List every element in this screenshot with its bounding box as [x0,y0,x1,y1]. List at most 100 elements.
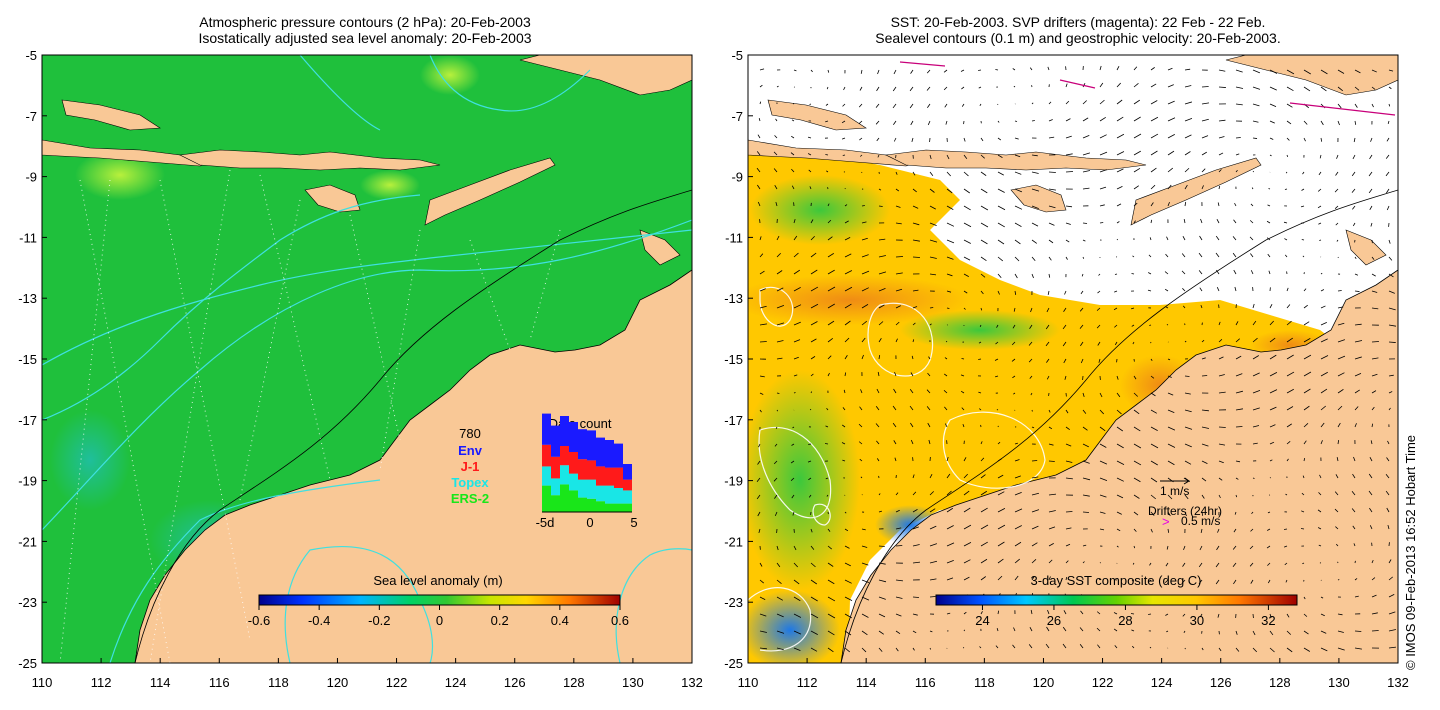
velocity-arrow [1200,218,1203,224]
velocity-arrow [776,409,779,412]
left-lat-label: -25 [18,656,37,671]
velocity-arrow [963,256,971,261]
velocity-arrow [927,422,931,428]
velocity-arrow [825,120,829,123]
velocity-arrow [844,596,853,602]
velocity-arrow [1165,613,1169,616]
velocity-arrow [929,560,938,564]
velocity-arrow [926,389,931,394]
velocity-arrow [1337,613,1343,616]
velocity-arrow [1354,647,1362,650]
left-lat-label: -15 [18,352,37,367]
velocity-arrow [1046,358,1050,363]
velocity-arrow [1371,594,1377,598]
right-lon-label: 114 [856,675,877,690]
velocity-arrow [826,86,829,90]
shelf-break-contour [134,189,692,663]
velocity-arrow [1150,460,1158,466]
velocity-arrow [995,341,999,345]
velocity-arrow [1232,562,1237,568]
velocity-arrow [1150,409,1157,414]
velocity-arrow [1369,205,1373,210]
velocity-arrow [1201,357,1206,360]
lesser-sunda-islands [178,149,441,171]
velocity-arrow [1183,545,1186,551]
velocity-arrow [1116,477,1124,482]
velocity-arrow [1318,171,1322,176]
right-map[interactable] [730,55,1398,670]
velocity-arrow [1218,169,1222,173]
velocity-arrow [1167,426,1176,431]
velocity-arrow [878,354,881,360]
velocity-arrow [995,69,999,71]
velocity-arrow [912,509,918,513]
velocity-arrow [1183,218,1186,224]
velocity-arrow [1252,372,1260,377]
velocity-arrow [859,458,863,462]
count-bar-env [587,430,596,461]
velocity-arrow [776,392,780,394]
velocity-arrow [1252,425,1260,428]
velocity-arrow [810,303,819,309]
velocity-arrow [1081,273,1084,277]
velocity-arrow [997,541,1005,547]
velocity-arrow [895,630,901,634]
velocity-arrow [1252,407,1260,411]
velocity-arrow [793,647,801,652]
left-lon-label: 112 [91,675,112,690]
velocity-arrow [1388,273,1394,278]
velocity-arrow [1201,185,1204,190]
velocity-arrow [1116,185,1123,190]
velocity-arrow [893,69,897,75]
velocity-arrow [1269,120,1275,124]
velocity-arrow [1286,354,1294,360]
velocity-arrow [943,86,948,91]
velocity-arrow [1388,374,1394,377]
velocity-arrow [979,408,982,411]
left-title-line1: Atmospheric pressure contours (2 hPa): 2… [199,14,531,30]
velocity-arrow [759,253,764,258]
velocity-arrow [1167,528,1170,533]
left-lon-label: 116 [209,675,230,690]
left-map[interactable] [42,55,692,663]
velocity-arrow [1131,579,1135,582]
velocity-arrow [1269,441,1275,445]
velocity-arrow [775,201,778,207]
velocity-arrow [1320,371,1328,377]
velocity-arrow [1371,612,1378,615]
velocity-arrow [843,86,846,91]
velocity-arrow [892,422,897,428]
velocity-arrow [1099,477,1108,482]
velocity-arrow [1286,647,1293,653]
count-bar-env [569,422,578,452]
velocity-arrow [963,507,971,513]
velocity-arrow [1352,205,1356,210]
velocity-arrow [1320,69,1328,75]
velocity-arrow [1235,86,1244,89]
velocity-arrow [1215,562,1220,568]
velocity-arrow [909,86,914,92]
velocity-arrow [1166,630,1169,633]
velocity-arrow [895,222,902,225]
sst-cool-region [750,175,890,245]
velocity-arrow [759,613,767,617]
velocity-arrow [895,509,900,513]
count-bar-ers-2 [596,501,605,512]
velocity-arrow [997,205,1006,211]
velocity-arrow [1048,460,1055,462]
velocity-arrow [929,525,937,530]
velocity-arrow [946,273,953,277]
left-lon-label: 130 [622,675,644,690]
velocity-arrow [1388,576,1394,581]
velocity-arrow [1371,290,1378,293]
velocity-arrow [1045,341,1050,347]
velocity-arrow [1116,443,1124,449]
velocity-arrow [1354,578,1358,581]
velocity-arrow [1065,426,1070,430]
velocity-arrow [980,441,983,445]
velocity-arrow [1217,528,1220,533]
velocity-arrow [1199,545,1203,551]
velocity-arrow [756,151,761,156]
velocity-arrow [1099,99,1105,105]
velocity-arrow [929,307,934,309]
